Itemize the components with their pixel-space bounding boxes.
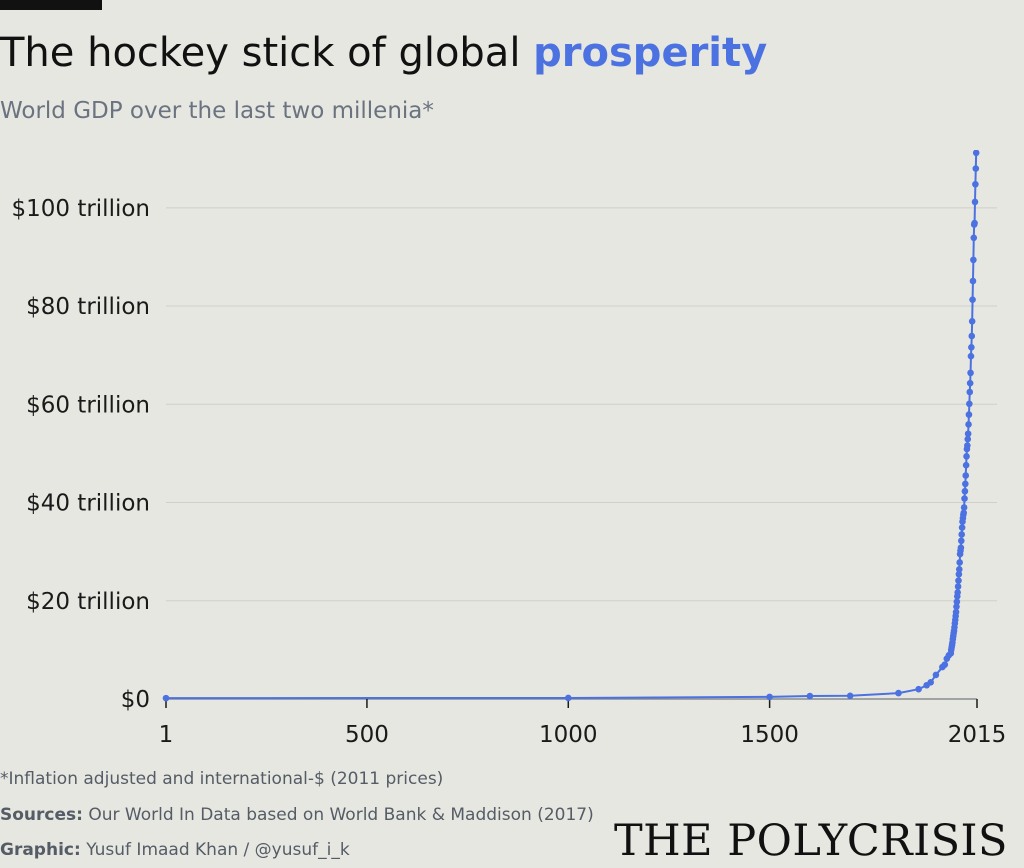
series-layer bbox=[162, 150, 980, 702]
title-main: The hockey stick of global bbox=[0, 30, 521, 76]
title-highlight: prosperity bbox=[533, 30, 768, 76]
data-point bbox=[968, 332, 976, 340]
data-point bbox=[956, 559, 963, 566]
data-point bbox=[961, 495, 968, 502]
data-point bbox=[972, 180, 979, 188]
brand-logo: THE POLYCRISIS bbox=[613, 816, 1008, 866]
sources-text: Our World In Data based on World Bank & … bbox=[88, 805, 594, 825]
graphic-text: Yusuf Imaad Khan / @yusuf_i_k bbox=[86, 840, 350, 860]
data-point bbox=[966, 379, 974, 387]
data-point bbox=[966, 388, 974, 396]
data-point bbox=[806, 692, 814, 700]
data-point bbox=[953, 603, 960, 610]
data-point bbox=[957, 544, 965, 552]
data-point bbox=[957, 537, 965, 545]
y-tick-label: $80 trillion bbox=[26, 294, 150, 320]
top-accent-bar bbox=[0, 0, 102, 10]
data-point bbox=[954, 583, 962, 590]
data-point bbox=[941, 661, 949, 668]
data-point bbox=[962, 461, 970, 469]
axis-layer: $0 $20 trillion $40 trillion $60 trillion $8… bbox=[11, 196, 1006, 748]
data-point bbox=[846, 692, 854, 700]
data-point bbox=[895, 689, 902, 697]
y-tick-label: $20 trillion bbox=[26, 589, 150, 615]
data-point bbox=[932, 671, 940, 679]
data-point bbox=[963, 453, 970, 460]
data-point bbox=[952, 608, 960, 616]
data-point bbox=[969, 277, 977, 285]
graphic-label: Graphic: bbox=[0, 840, 81, 860]
data-point bbox=[966, 400, 973, 408]
y-tick-label: $60 trillion bbox=[26, 392, 150, 418]
data-point bbox=[953, 598, 961, 606]
data-point bbox=[564, 694, 572, 702]
data-point bbox=[969, 296, 976, 303]
data-point bbox=[965, 411, 973, 418]
sources-label: Sources: bbox=[0, 805, 83, 825]
grid-layer bbox=[166, 207, 997, 602]
sources-line: Sources: Our World In Data based on Worl… bbox=[0, 805, 594, 825]
data-point bbox=[955, 566, 963, 573]
data-point bbox=[972, 165, 980, 172]
data-point bbox=[962, 472, 970, 479]
chart: $0 $20 trillion $40 trillion $60 trillion $8… bbox=[11, 150, 1006, 748]
data-point bbox=[964, 430, 972, 438]
data-point bbox=[970, 234, 978, 242]
data-point bbox=[955, 570, 963, 578]
y-tick-label: $40 trillion bbox=[26, 491, 150, 517]
data-point bbox=[927, 678, 934, 686]
data-point bbox=[964, 435, 972, 443]
chart-subtitle: World GDP over the last two millenia* bbox=[0, 98, 434, 124]
data-point bbox=[967, 369, 974, 377]
data-point bbox=[958, 524, 966, 531]
data-point bbox=[962, 480, 969, 488]
data-point bbox=[954, 589, 961, 596]
y-tick-label: $100 trillion bbox=[11, 196, 150, 222]
data-point bbox=[972, 150, 980, 157]
data-point bbox=[971, 219, 978, 227]
series-line bbox=[165, 150, 978, 700]
data-point bbox=[967, 352, 975, 360]
data-point bbox=[961, 487, 969, 495]
x-tick-label: 1 bbox=[159, 722, 174, 748]
data-point bbox=[958, 531, 965, 538]
data-point bbox=[964, 442, 971, 449]
x-tick-label: 500 bbox=[345, 722, 389, 748]
data-point bbox=[971, 198, 979, 206]
footnote: *Inflation adjusted and international-$ … bbox=[0, 769, 444, 789]
data-point bbox=[960, 504, 968, 511]
x-tick-label: 2015 bbox=[948, 722, 1007, 748]
graphic-credit: Graphic: Yusuf Imaad Khan / @yusuf_i_k bbox=[0, 840, 350, 860]
page-title: The hockey stick of global prosperity bbox=[0, 30, 767, 76]
data-point bbox=[960, 509, 968, 517]
data-point bbox=[162, 694, 170, 702]
x-tick-label: 1000 bbox=[539, 722, 598, 748]
x-tick-label: 1500 bbox=[740, 722, 799, 748]
data-point bbox=[968, 317, 976, 325]
data-point bbox=[955, 577, 962, 584]
y-tick-label: $0 bbox=[121, 687, 150, 713]
data-point bbox=[968, 344, 975, 351]
data-point bbox=[965, 421, 972, 428]
data-point bbox=[970, 256, 977, 264]
data-point bbox=[915, 685, 922, 693]
data-point bbox=[766, 693, 773, 701]
